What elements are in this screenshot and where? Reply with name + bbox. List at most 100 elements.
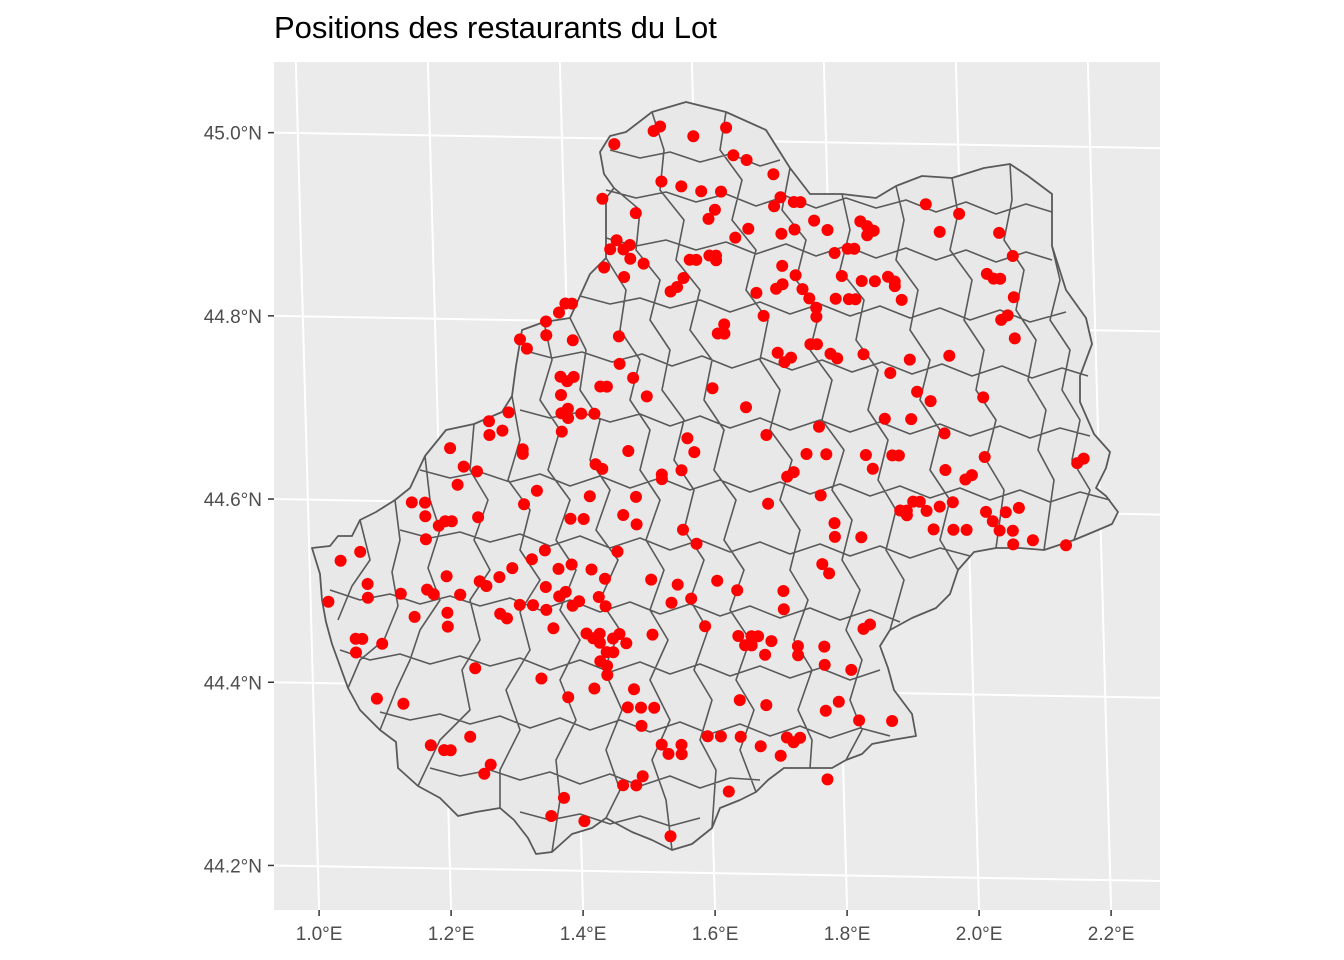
meridian-line [1086, 61, 1113, 911]
restaurant-point [832, 695, 845, 708]
restaurant-point [419, 496, 431, 509]
restaurant-point [480, 580, 493, 592]
restaurant-point [502, 406, 515, 419]
restaurant-point [903, 353, 916, 366]
restaurant-point [776, 278, 789, 291]
y-tick-label: 45.0°N [204, 124, 262, 145]
restaurant-point [767, 168, 780, 181]
restaurant-point [729, 231, 742, 244]
restaurant-point [628, 683, 640, 696]
restaurant-point [710, 254, 723, 267]
restaurant-point [849, 293, 862, 306]
restaurant-point [718, 318, 731, 331]
restaurant-point [593, 636, 606, 649]
restaurant-point [1007, 538, 1020, 551]
restaurant-point [820, 448, 833, 461]
restaurant-point [540, 315, 552, 328]
restaurant-point [759, 648, 772, 661]
restaurant-point [444, 744, 457, 757]
restaurant-point [370, 692, 383, 705]
restaurant-point [506, 562, 519, 575]
restaurant-point [816, 558, 829, 571]
restaurant-point [1006, 250, 1019, 262]
restaurant-point [535, 672, 548, 685]
restaurant-point [636, 770, 649, 783]
restaurant-point [555, 407, 568, 420]
restaurant-point [900, 504, 913, 517]
restaurant-point [750, 286, 763, 299]
restaurant-point [562, 691, 575, 704]
restaurant-point [777, 603, 790, 616]
restaurant-point [655, 473, 668, 486]
restaurant-point [611, 545, 624, 558]
y-tick-label: 44.4°N [204, 673, 262, 694]
restaurant-point [483, 415, 495, 428]
restaurant-point [757, 309, 770, 322]
restaurant-point [814, 489, 827, 502]
restaurant-point [472, 511, 485, 524]
restaurant-point [620, 637, 633, 650]
restaurant-point [855, 275, 868, 287]
restaurant-point [939, 464, 952, 476]
restaurant-point [999, 506, 1012, 519]
restaurant-point [539, 581, 552, 593]
restaurant-point [681, 432, 694, 445]
restaurant-point [547, 622, 560, 635]
restaurant-point [419, 533, 432, 546]
restaurant-point [993, 524, 1006, 537]
restaurant-point [555, 425, 568, 438]
restaurant-point [811, 338, 823, 351]
restaurant-point [440, 570, 453, 583]
restaurant-point [419, 510, 432, 523]
restaurant-point [868, 275, 881, 288]
restaurant-point [943, 349, 956, 362]
restaurant-point [821, 224, 834, 236]
restaurant-point [553, 306, 565, 319]
restaurant-point [441, 606, 454, 619]
restaurant-point [785, 351, 797, 364]
restaurant-point [361, 591, 374, 604]
restaurant-point [501, 612, 513, 625]
restaurant-point [789, 269, 802, 282]
restaurant-point [671, 281, 684, 293]
restaurant-point [702, 212, 715, 225]
restaurant-point [745, 639, 758, 652]
restaurant-point [558, 791, 570, 804]
restaurant-point [706, 382, 719, 395]
restaurant-point [457, 460, 470, 473]
restaurant-point [978, 451, 991, 463]
restaurant-point [829, 292, 842, 305]
restaurant-point [803, 292, 816, 305]
y-tick-label: 44.8°N [204, 307, 262, 328]
restaurant-point [1060, 539, 1072, 552]
restaurant-point [635, 719, 648, 732]
restaurant-point [671, 578, 684, 591]
restaurant-point [640, 390, 653, 403]
restaurant-point [776, 259, 789, 272]
restaurant-point [493, 571, 506, 584]
restaurant-point [540, 329, 553, 342]
restaurant-point [454, 588, 467, 601]
restaurant-point [771, 346, 784, 359]
restaurant-point [742, 222, 755, 235]
restaurant-point [585, 563, 598, 576]
restaurant-point [831, 352, 844, 365]
restaurant-point [818, 640, 831, 653]
restaurant-point [727, 149, 740, 162]
restaurant-point [845, 663, 858, 676]
restaurant-point [701, 730, 714, 743]
restaurant-point [913, 495, 926, 508]
restaurant-point [624, 252, 637, 265]
restaurant-point [530, 484, 543, 497]
restaurant-point [993, 226, 1006, 239]
restaurant-point [675, 180, 688, 193]
restaurant-point [960, 523, 973, 536]
restaurant-point [394, 587, 407, 600]
restaurant-point [688, 446, 701, 459]
parallel-line [273, 864, 1161, 882]
restaurant-point [933, 225, 946, 238]
restaurant-point [775, 227, 788, 240]
restaurant-point [924, 395, 937, 408]
restaurant-point [445, 515, 458, 528]
restaurant-point [947, 523, 960, 536]
